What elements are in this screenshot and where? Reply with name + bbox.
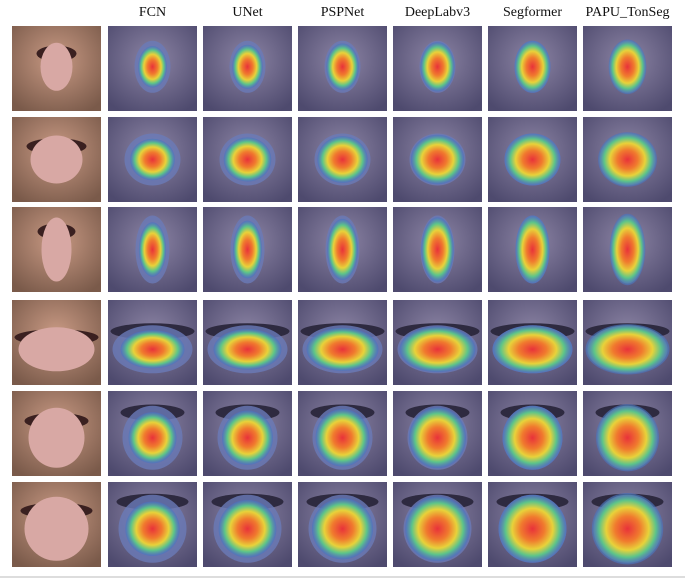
tongue xyxy=(40,42,73,91)
heatmap-tile xyxy=(393,391,482,476)
heatmap-tile xyxy=(203,300,292,385)
attention-heat xyxy=(128,412,177,464)
heatmap-tile xyxy=(108,482,197,567)
heatmap-tile xyxy=(583,391,672,476)
attention-heat xyxy=(315,408,370,467)
attention-heat xyxy=(218,499,277,558)
photo-tile xyxy=(12,26,101,111)
heatmap-tile xyxy=(108,300,197,385)
heatmap-tile xyxy=(393,482,482,567)
heatmap-tile xyxy=(108,207,197,292)
heatmap-tile xyxy=(298,117,387,202)
attention-heat xyxy=(502,405,563,470)
attention-heat xyxy=(585,324,670,375)
column-header: PAPU_TonSeg xyxy=(585,5,669,20)
attention-heat xyxy=(213,328,282,370)
attention-heat xyxy=(598,132,657,187)
heatmap-tile xyxy=(583,482,672,567)
attention-heat xyxy=(233,220,262,279)
heatmap-tile xyxy=(488,482,577,567)
heatmap-tile xyxy=(203,117,292,202)
attention-heat xyxy=(596,404,659,472)
attention-heat xyxy=(399,326,476,373)
attention-heat xyxy=(222,410,273,465)
column-header: Segformer xyxy=(503,5,562,20)
tongue xyxy=(24,496,89,561)
attention-heat xyxy=(409,407,466,469)
heatmap-tile xyxy=(583,26,672,111)
attention-heat xyxy=(317,136,368,183)
heatmap-tile xyxy=(488,207,577,292)
attention-heat xyxy=(405,496,470,562)
heatmap-tile xyxy=(298,482,387,567)
attention-heat xyxy=(130,138,175,181)
attention-heat xyxy=(223,137,272,182)
attention-heat xyxy=(514,40,551,93)
column-header: FCN xyxy=(139,5,166,20)
heatmap-tile xyxy=(108,391,197,476)
attention-heat xyxy=(498,494,567,563)
attention-heat xyxy=(138,222,167,277)
column-header: DeepLabv3 xyxy=(405,5,470,20)
heatmap-tile xyxy=(488,117,577,202)
column-header: PSPNet xyxy=(321,5,365,20)
photo-tile xyxy=(12,391,101,476)
heatmap-tile xyxy=(298,391,387,476)
heatmap-tile xyxy=(108,26,197,111)
heatmap-tile xyxy=(393,207,482,292)
tongue xyxy=(30,135,83,184)
heatmap-tile xyxy=(393,117,482,202)
heatmap-tile xyxy=(298,300,387,385)
photo-tile xyxy=(12,117,101,202)
attention-heat xyxy=(492,325,573,374)
attention-heat xyxy=(138,46,167,88)
attention-heat xyxy=(591,493,664,565)
tongue xyxy=(18,327,95,372)
attention-heat xyxy=(410,134,465,185)
heatmap-tile xyxy=(108,117,197,202)
attention-heat xyxy=(608,39,647,95)
photo-tile xyxy=(12,482,101,567)
heatmap-tile xyxy=(298,207,387,292)
attention-heat xyxy=(420,42,455,92)
tongue xyxy=(28,407,85,468)
heatmap-tile xyxy=(488,26,577,111)
column-header: UNet xyxy=(232,5,262,20)
heatmap-tile xyxy=(203,26,292,111)
attention-heat xyxy=(232,44,263,89)
attention-heat xyxy=(421,217,454,282)
attention-heat xyxy=(515,215,550,284)
heatmap-tile xyxy=(583,117,672,202)
attention-heat xyxy=(120,330,185,369)
attention-heat xyxy=(125,501,180,556)
heatmap-tile xyxy=(393,26,482,111)
photo-tile xyxy=(12,207,101,292)
attention-heat xyxy=(311,498,374,560)
photo-tile xyxy=(12,300,101,385)
heatmap-tile xyxy=(488,391,577,476)
heatmap-tile xyxy=(298,26,387,111)
heatmap-tile xyxy=(583,300,672,385)
heatmap-tile xyxy=(488,300,577,385)
heatmap-tile xyxy=(203,482,292,567)
heatmap-tile xyxy=(583,207,672,292)
heatmap-tile xyxy=(203,207,292,292)
attention-heat xyxy=(306,327,379,371)
heatmap-tile xyxy=(203,391,292,476)
attention-heat xyxy=(327,218,358,281)
attention-heat xyxy=(609,213,646,286)
tongue xyxy=(41,217,72,282)
attention-heat xyxy=(326,43,359,91)
heatmap-tile xyxy=(393,300,482,385)
attention-heat xyxy=(504,133,561,186)
